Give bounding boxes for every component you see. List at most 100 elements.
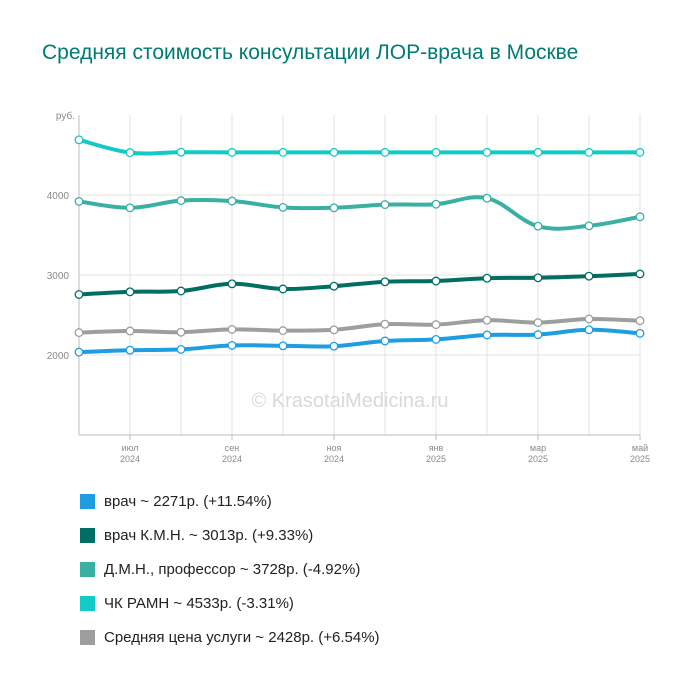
data-point	[278, 147, 288, 157]
data-point	[176, 286, 186, 296]
data-point	[584, 271, 594, 281]
data-point	[125, 326, 135, 336]
data-point	[533, 330, 543, 340]
data-point	[533, 221, 543, 231]
x-tick-label-month: мар	[530, 443, 546, 453]
data-point	[74, 347, 84, 357]
data-point	[176, 196, 186, 206]
legend-label: врач К.М.Н. ~ 3013р. (+9.33%)	[104, 526, 314, 544]
data-point	[482, 147, 492, 157]
data-point	[329, 281, 339, 291]
legend-swatch	[80, 561, 95, 577]
legend-item[interactable]: врач ~ 2271р. (+11.54%)	[80, 484, 380, 518]
x-tick-label-month: май	[632, 443, 648, 453]
data-point	[74, 196, 84, 206]
x-tick-label-year: 2024	[324, 454, 344, 464]
series-line-1	[77, 271, 642, 297]
grid	[78, 115, 641, 435]
data-point	[125, 345, 135, 355]
data-point	[584, 221, 594, 231]
data-point	[380, 336, 390, 346]
line-chart: 200030004000руб.июл2024сен2024ноя2024янв…	[47, 110, 650, 464]
legend-swatch	[80, 527, 95, 543]
y-tick-label: 4000	[47, 191, 70, 202]
x-tick-label-year: 2025	[426, 454, 446, 464]
x-tick-label-month: сен	[225, 443, 240, 453]
series-lines	[77, 137, 642, 355]
data-point	[227, 324, 237, 334]
data-point	[635, 316, 645, 326]
data-point	[227, 147, 237, 157]
data-point	[584, 147, 594, 157]
legend-item[interactable]: врач К.М.Н. ~ 3013р. (+9.33%)	[80, 518, 380, 552]
data-point	[533, 318, 543, 328]
series-line-4	[77, 316, 642, 335]
x-tick-label-year: 2024	[222, 454, 242, 464]
data-point	[380, 200, 390, 210]
data-point	[329, 325, 339, 335]
data-point	[380, 147, 390, 157]
data-point	[431, 147, 441, 157]
data-point	[227, 340, 237, 350]
data-point	[635, 212, 645, 222]
series-line-0	[77, 327, 642, 355]
data-point	[125, 287, 135, 297]
data-point	[278, 341, 288, 351]
x-tick-label-year: 2025	[528, 454, 548, 464]
axes: 200030004000руб.июл2024сен2024ноя2024янв…	[47, 110, 650, 464]
x-tick-label-month: янв	[429, 443, 444, 453]
data-point	[74, 290, 84, 299]
data-point	[635, 269, 645, 279]
x-tick-label-month: июл	[122, 443, 139, 453]
y-axis-unit-label: руб.	[56, 110, 75, 122]
data-point	[431, 199, 441, 209]
x-tick-label-year: 2024	[120, 454, 140, 464]
legend-label: Д.М.Н., профессор ~ 3728р. (-4.92%)	[104, 560, 361, 578]
data-point	[635, 147, 645, 157]
series-line-3	[77, 137, 642, 156]
y-tick-label: 3000	[47, 271, 70, 282]
data-point	[482, 193, 492, 203]
data-point	[584, 325, 594, 335]
x-tick-label-year: 2025	[630, 454, 650, 464]
data-point	[176, 327, 186, 337]
data-point	[533, 147, 543, 157]
data-point	[482, 273, 492, 283]
data-point	[431, 320, 441, 330]
data-point	[227, 196, 237, 206]
data-point	[584, 314, 594, 324]
legend-item[interactable]: Д.М.Н., профессор ~ 3728р. (-4.92%)	[80, 552, 380, 586]
data-point	[227, 279, 237, 289]
legend-label: Средняя цена услуги ~ 2428р. (+6.54%)	[104, 628, 380, 646]
data-point	[278, 326, 288, 336]
data-point	[533, 273, 543, 283]
data-point	[431, 276, 441, 286]
data-point	[329, 147, 339, 157]
data-point	[74, 135, 84, 145]
legend: врач ~ 2271р. (+11.54%) врач К.М.Н. ~ 301…	[80, 484, 380, 654]
series-line-2	[77, 195, 642, 231]
data-point	[431, 334, 441, 344]
data-point	[380, 277, 390, 287]
x-tick-label-month: ноя	[327, 443, 342, 453]
y-tick-label: 2000	[47, 351, 70, 362]
legend-item[interactable]: ЧК РАМН ~ 4533р. (-3.31%)	[80, 586, 380, 620]
data-point	[329, 203, 339, 213]
legend-label: ЧК РАМН ~ 4533р. (-3.31%)	[104, 594, 294, 612]
data-point	[482, 315, 492, 325]
chart-title: Средняя стоимость консультации ЛОР-врача…	[42, 41, 579, 64]
watermark: © KrasotaiMedicina.ru	[251, 390, 449, 412]
data-point	[74, 328, 84, 338]
data-point	[329, 341, 339, 351]
data-point	[176, 147, 186, 157]
data-point	[125, 203, 135, 213]
data-point	[278, 202, 288, 212]
data-point	[278, 284, 288, 294]
legend-item[interactable]: Средняя цена услуги ~ 2428р. (+6.54%)	[80, 620, 380, 654]
legend-swatch	[80, 493, 95, 509]
data-point	[380, 319, 390, 329]
series-points	[74, 135, 645, 357]
data-point	[635, 328, 645, 338]
legend-swatch	[80, 595, 95, 611]
